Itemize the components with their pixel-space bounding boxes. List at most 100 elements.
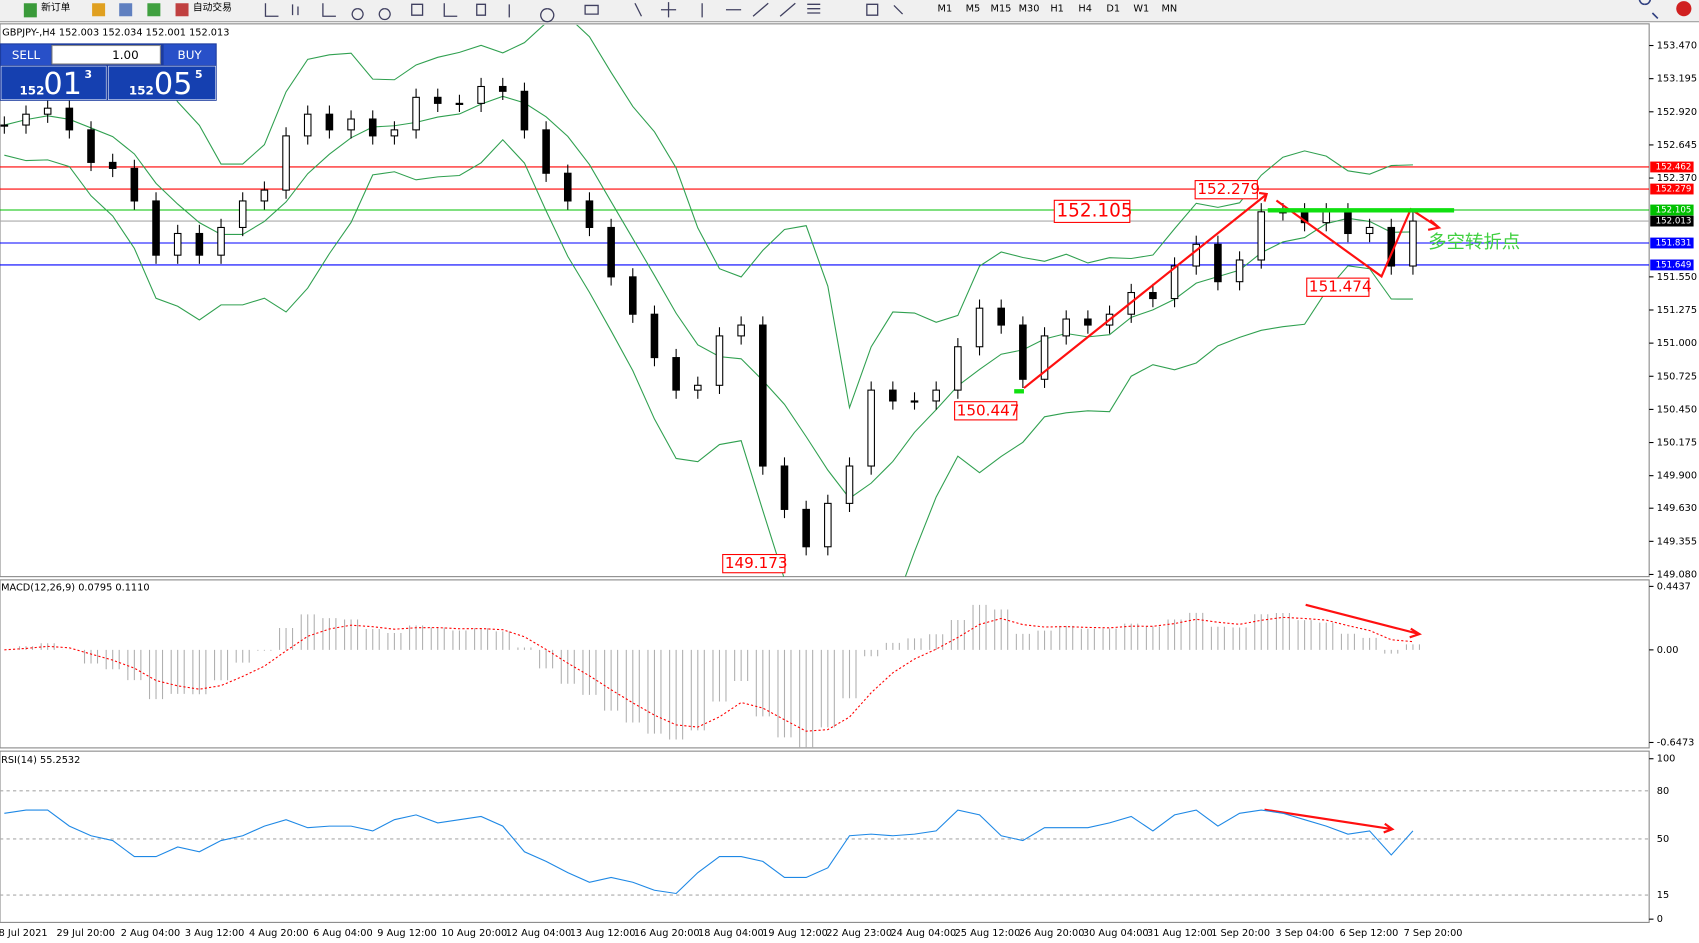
macd-panel: [0, 579, 1650, 749]
timeframe-button[interactable]: W1: [1133, 4, 1149, 15]
timeframe-button[interactable]: M1: [938, 4, 953, 15]
price-annotation: 152.105: [1056, 200, 1132, 221]
buy-button[interactable]: [163, 44, 216, 66]
timeframe-button[interactable]: MN: [1162, 4, 1178, 15]
sell-price-box[interactable]: [0, 65, 107, 100]
candle-body: [889, 389, 897, 402]
candle-body: [542, 129, 550, 174]
candle-body: [1344, 211, 1352, 235]
y-tick-label: 152.645: [1657, 140, 1697, 151]
price-annotation: 151.474: [1309, 278, 1372, 296]
candle-body: [65, 107, 74, 131]
bollinger-band: [4, 24, 1413, 410]
lot-value[interactable]: 1.00: [112, 48, 139, 62]
y-tick-label: 149.900: [1657, 471, 1697, 482]
timeframe-button[interactable]: H1: [1050, 4, 1064, 15]
price-big: 01: [43, 67, 82, 102]
x-tick-label: 7 Sep 20:00: [1404, 928, 1463, 939]
candle-body: [585, 200, 594, 229]
price-sup: 5: [195, 68, 203, 81]
auto-trading-button[interactable]: 自动交易: [193, 1, 232, 14]
y-tick-label: 153.195: [1657, 74, 1697, 85]
x-tick-label: 26 Aug 20:00: [1019, 928, 1085, 939]
tool-icon[interactable]: [119, 3, 133, 17]
x-tick-label: 3 Aug 12:00: [185, 928, 245, 939]
y-tick-label: 151.000: [1657, 338, 1697, 349]
tool-icon[interactable]: [147, 3, 161, 17]
timeframe-button[interactable]: M30: [1019, 4, 1040, 15]
candle-body: [954, 346, 962, 391]
buy-label[interactable]: BUY: [178, 48, 203, 62]
candle-body: [325, 113, 334, 131]
x-tick-label: 2 Aug 04:00: [121, 928, 181, 939]
auto-trading-icon[interactable]: [175, 3, 189, 17]
candle-body: [412, 96, 420, 131]
y-tick-label: 151.550: [1657, 272, 1697, 283]
buy-price-box[interactable]: [108, 65, 216, 100]
notification-badge[interactable]: [1676, 1, 1692, 17]
rsi-panel: [0, 750, 1650, 923]
price-annotation-box: [1306, 277, 1370, 297]
level-tag-bg: [1650, 215, 1694, 227]
sell-label[interactable]: SELL: [12, 48, 41, 62]
x-tick-label: 19 Aug 12:00: [762, 928, 828, 939]
candle-body: [824, 502, 832, 548]
timeframe-button[interactable]: D1: [1106, 4, 1120, 15]
price-prefix: 152: [20, 84, 45, 98]
price-annotation-box: [954, 401, 1018, 421]
x-tick-label: 12 Aug 04:00: [506, 928, 572, 939]
y-tick-label: 152.920: [1657, 107, 1697, 118]
lot-input[interactable]: [51, 44, 161, 65]
level-tag-bg: [1650, 161, 1694, 173]
y-tick-label: 0.4437: [1657, 581, 1691, 592]
candle-body: [1084, 318, 1092, 326]
level-tag-bg: [1650, 204, 1694, 216]
price-prefix: 152: [129, 84, 154, 98]
level-tag-bg: [1650, 259, 1694, 271]
new-order-icon[interactable]: [23, 3, 37, 18]
candle-body: [1322, 211, 1331, 224]
candle-body: [108, 161, 117, 169]
symbol-info: GBPJPY-,H4 152.003 152.034 152.001 152.0…: [2, 28, 229, 39]
tool-icon[interactable]: [92, 3, 106, 17]
level-tag-bg: [1650, 237, 1694, 249]
timeframe-button[interactable]: M15: [991, 4, 1012, 15]
candle-body: [1365, 226, 1374, 235]
candle-body: [498, 85, 507, 92]
x-tick-label: 6 Aug 04:00: [313, 928, 373, 939]
candle-body: [173, 232, 182, 256]
y-tick-label: 80: [1657, 786, 1669, 797]
x-tick-label: 6 Sep 12:00: [1339, 928, 1398, 939]
new-order-button[interactable]: 新订单: [41, 1, 70, 14]
candle-body: [802, 508, 810, 548]
candle-body: [1062, 318, 1071, 337]
timeframe-button[interactable]: M5: [966, 4, 981, 15]
candle-body: [1019, 324, 1027, 380]
candle-body: [152, 200, 160, 256]
candle-body: [650, 313, 659, 359]
level-tag: 151.831: [1656, 239, 1692, 249]
y-tick-label: 150.175: [1657, 438, 1697, 449]
x-tick-label: 4 Aug 20:00: [249, 928, 309, 939]
level-tag: 152.105: [1656, 205, 1692, 215]
candle-body: [932, 389, 940, 402]
level-tag: 151.649: [1656, 260, 1692, 270]
candle-body: [1409, 220, 1417, 267]
x-tick-label: 30 Aug 04:00: [1083, 928, 1149, 939]
turning-point-note: 多空转折点: [1428, 232, 1520, 253]
x-tick-label: 31 Aug 12:00: [1147, 928, 1213, 939]
sell-button[interactable]: [1, 44, 51, 66]
candle-body: [217, 226, 225, 256]
candle-body: [195, 232, 204, 256]
y-tick-label: 15: [1657, 890, 1669, 901]
x-tick-label: 10 Aug 20:00: [441, 928, 507, 939]
timeframe-button[interactable]: H4: [1078, 4, 1092, 15]
price-big: 05: [154, 67, 193, 102]
y-tick-label: 149.355: [1657, 536, 1697, 547]
candle-body: [780, 465, 789, 510]
candle-body: [845, 465, 854, 504]
macd-label: MACD(12,26,9) 0.0795 0.1110: [1, 582, 149, 593]
x-tick-label: 29 Jul 20:00: [57, 928, 115, 939]
